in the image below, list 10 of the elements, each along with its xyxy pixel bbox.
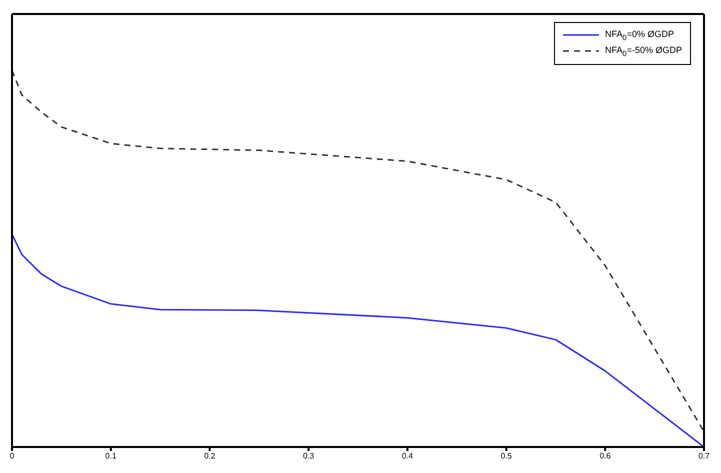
legend-label: NFA$_{0}$=0% ØGDP bbox=[605, 29, 674, 42]
legend-label: NFA$_{0}$=-50% ØGDP bbox=[605, 44, 682, 58]
x-tick-label: 0.6 bbox=[600, 452, 612, 461]
x-tick-label: 0.3 bbox=[303, 452, 315, 461]
x-tick-label: 0.7 bbox=[698, 452, 710, 461]
x-tick-label: 0 bbox=[10, 452, 15, 461]
x-tick-label: 0.5 bbox=[500, 452, 512, 461]
x-tick-label: 0.1 bbox=[105, 452, 117, 461]
x-tick-label: 0.4 bbox=[402, 452, 414, 461]
x-tick-label: 0.2 bbox=[204, 452, 216, 461]
